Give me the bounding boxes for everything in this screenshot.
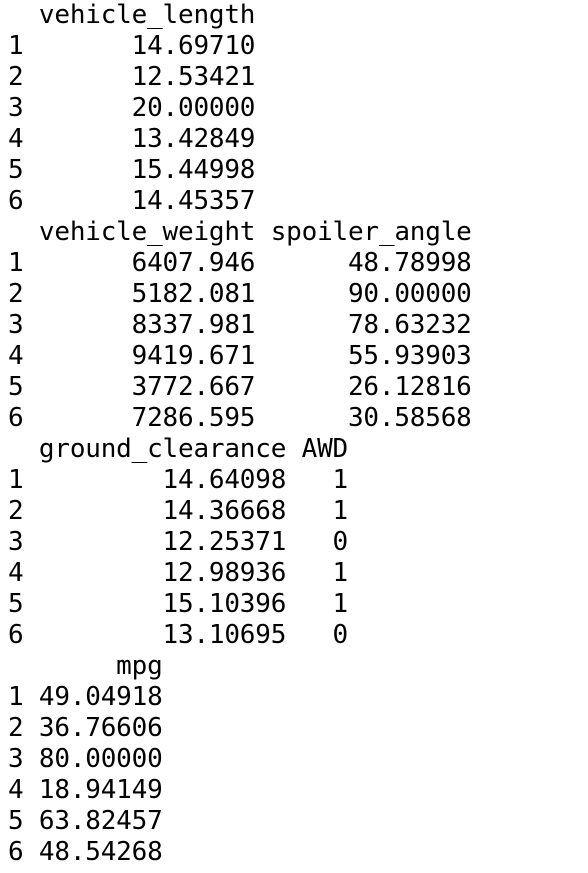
data-row: 1 6407.946 48.78998 — [8, 248, 472, 278]
data-row: 3 12.25371 0 — [8, 527, 348, 557]
data-row: 6 7286.595 30.58568 — [8, 403, 472, 433]
data-row: 1 49.04918 — [8, 682, 163, 712]
data-row: 6 48.54268 — [8, 837, 163, 867]
data-row: 6 14.45357 — [8, 186, 256, 216]
data-row: 4 9419.671 55.93903 — [8, 341, 472, 371]
data-row: 4 13.42849 — [8, 124, 256, 154]
data-row: 2 5182.081 90.00000 — [8, 279, 472, 309]
data-row: 3 80.00000 — [8, 744, 163, 774]
data-row: 2 14.36668 1 — [8, 496, 348, 526]
column-block-clearance-awd: ground_clearance AWD 1 14.64098 1 2 14.3… — [0, 434, 588, 651]
data-row: 5 3772.667 26.12816 — [8, 372, 472, 402]
column-header: vehicle_weight spoiler_angle — [8, 217, 472, 247]
column-block-mpg: mpg 1 49.04918 2 36.76606 3 80.00000 4 1… — [0, 651, 588, 868]
column-header: vehicle_length — [8, 0, 256, 30]
data-row: 5 15.44998 — [8, 155, 256, 185]
column-block-weight-spoiler: vehicle_weight spoiler_angle 1 6407.946 … — [0, 217, 588, 434]
data-row: 3 8337.981 78.63232 — [8, 310, 472, 340]
data-row: 1 14.69710 — [8, 31, 256, 61]
data-row: 5 63.82457 — [8, 806, 163, 836]
column-block-vehicle-length: vehicle_length 1 14.69710 2 12.53421 3 2… — [0, 0, 588, 217]
data-row: 4 12.98936 1 — [8, 558, 348, 588]
data-row: 5 15.10396 1 — [8, 589, 348, 619]
data-row: 3 20.00000 — [8, 93, 256, 123]
column-header: mpg — [8, 651, 163, 681]
data-row: 4 18.94149 — [8, 775, 163, 805]
data-row: 2 36.76606 — [8, 713, 163, 743]
data-row: 2 12.53421 — [8, 62, 256, 92]
column-header: ground_clearance AWD — [8, 434, 348, 464]
data-row: 1 14.64098 1 — [8, 465, 348, 495]
data-row: 6 13.10695 0 — [8, 620, 348, 650]
